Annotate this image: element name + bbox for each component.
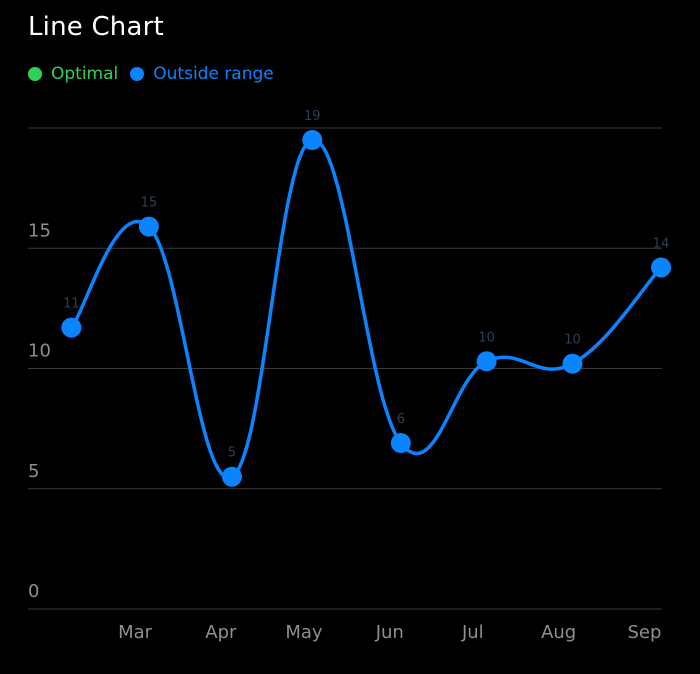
x-tick-label-jul: Jul xyxy=(461,622,484,643)
legend-marker-outside-range xyxy=(130,67,145,81)
data-point-0 xyxy=(61,317,82,338)
data-label-1: 15 xyxy=(141,196,158,211)
legend-label-optimal: Optimal xyxy=(51,64,119,84)
legend-marker-optimal xyxy=(28,67,42,81)
data-label-4: 6 xyxy=(397,412,405,427)
legend-item-optimal[interactable]: Optimal xyxy=(28,64,118,84)
series-line-0 xyxy=(69,138,663,480)
data-label-2: 5 xyxy=(228,446,236,461)
legend-label-outside-range: Outside range xyxy=(153,64,274,84)
y-axis-ticks: 0 5 10 15 xyxy=(28,220,51,602)
data-label-3: 19 xyxy=(304,109,321,124)
data-label-5: 10 xyxy=(478,330,495,345)
data-point-3 xyxy=(302,130,323,151)
legend-item-outside-range[interactable]: Outside range xyxy=(130,64,274,84)
x-tick-label-sep: Sep xyxy=(628,622,662,643)
y-tick-label-15: 15 xyxy=(28,220,51,241)
data-label-0: 11 xyxy=(63,297,80,312)
chart-title: Line Chart xyxy=(28,12,164,42)
x-tick-label-mar: Mar xyxy=(118,622,153,643)
x-tick-label-jun: Jun xyxy=(375,622,404,643)
data-point-4 xyxy=(390,433,411,454)
x-axis-ticks: Mar Apr May Jun Jul Aug Sep xyxy=(118,622,661,643)
data-labels: 11 15 5 19 6 10 10 14 xyxy=(63,109,669,461)
data-label-7: 14 xyxy=(653,236,670,251)
data-point-1 xyxy=(138,216,159,237)
series-outside-range xyxy=(61,130,672,487)
data-point-5 xyxy=(476,351,497,372)
data-point-6 xyxy=(562,353,583,374)
y-tick-label-5: 5 xyxy=(28,461,39,482)
y-tick-label-0: 0 xyxy=(28,581,39,602)
y-tick-label-10: 10 xyxy=(28,341,51,362)
data-point-7 xyxy=(651,257,672,278)
data-point-2 xyxy=(221,466,242,487)
chart-legend: Optimal Outside range xyxy=(28,64,274,84)
x-tick-label-may: May xyxy=(285,622,323,643)
data-label-6: 10 xyxy=(564,333,581,348)
x-tick-label-aug: Aug xyxy=(541,622,576,643)
x-tick-label-apr: Apr xyxy=(205,622,237,643)
